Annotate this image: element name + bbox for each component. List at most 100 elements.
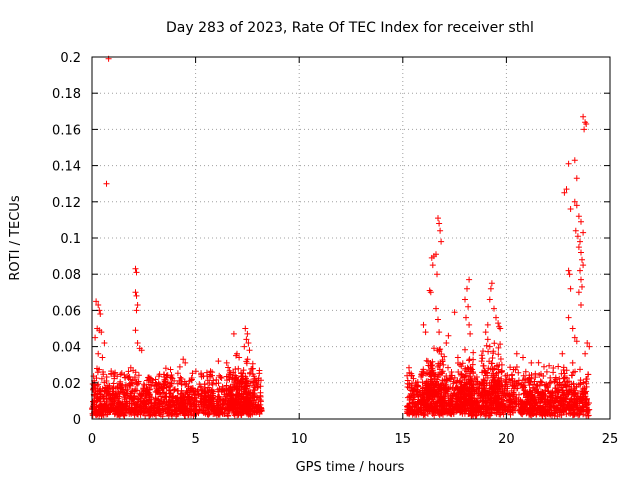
data-point [126,394,133,401]
data-point [574,233,581,240]
data-point [482,369,489,376]
data-point [427,289,434,296]
data-point [232,372,239,379]
data-point [516,391,522,398]
data-point [404,380,411,387]
data-point [146,386,153,393]
data-point [425,395,432,402]
data-point [216,372,223,379]
data-point [217,374,224,381]
data-point [495,374,502,381]
data-point [534,390,541,397]
data-point [458,379,465,386]
data-point [546,362,553,369]
data-point [164,372,171,379]
data-point [420,412,427,419]
data-point [257,389,264,396]
data-point [104,385,111,392]
data-point [92,334,99,341]
data-point [435,371,442,378]
data-point [579,256,585,263]
data-point [103,401,110,408]
data-point [527,379,533,385]
data-point [509,377,516,384]
data-point [429,262,436,269]
data-point [450,409,457,416]
data-point [480,362,487,369]
data-point [437,394,444,400]
data-point [434,376,441,383]
data-point [243,358,250,365]
data-point [246,370,253,377]
data-point [106,409,113,416]
data-point [173,411,180,418]
data-point [192,368,199,375]
data-point [206,406,213,413]
data-point [141,382,148,389]
data-point [215,358,222,365]
data-point [215,388,222,395]
data-point [575,244,582,251]
data-point [96,396,103,403]
data-point [580,113,587,120]
data-point [192,394,199,401]
data-point [436,402,443,409]
data-point [429,411,436,417]
data-point [465,303,472,310]
data-point [582,350,589,357]
data-point [571,198,578,205]
data-point [98,388,104,395]
data-point [511,385,518,392]
data-point [429,358,436,365]
data-point [574,405,581,412]
data-point [234,392,241,399]
data-point [507,364,514,371]
data-point [255,401,262,408]
data-point [91,403,98,410]
data-point [558,412,565,419]
data-point [242,382,249,389]
data-point [448,395,455,402]
data-point [553,385,559,392]
data-point [168,374,175,381]
data-point [563,405,570,412]
data-point [566,271,573,278]
x-tick-label: 25 [602,432,619,447]
data-point [138,347,145,354]
data-point [155,397,162,404]
data-point [490,350,497,357]
data-point [466,276,473,283]
data-point [103,398,110,405]
data-point [520,372,527,379]
data-point [563,186,570,193]
data-point [449,372,455,379]
data-point [542,392,549,399]
data-point [168,380,175,387]
data-point [215,380,222,387]
data-point [484,390,491,397]
y-tick-label: 0.06 [52,304,81,319]
data-point [530,381,537,388]
data-point [210,403,217,410]
data-point [485,391,491,397]
data-point [258,377,264,384]
data-point [201,388,208,394]
y-axis-label: ROTI / TECUs [8,195,23,280]
data-point [457,396,464,402]
data-point [579,402,586,409]
data-point [439,377,446,384]
data-point [474,388,480,395]
data-point [173,406,180,412]
data-point [583,121,590,127]
data-point [142,398,149,405]
data-point [439,368,446,375]
data-point [192,407,199,414]
data-point [462,392,469,399]
data-point [162,365,169,372]
data-point [436,391,442,398]
data-point [483,342,490,349]
data-point [103,378,110,384]
data-point [166,390,173,397]
data-point [577,380,584,387]
data-point [225,364,232,371]
